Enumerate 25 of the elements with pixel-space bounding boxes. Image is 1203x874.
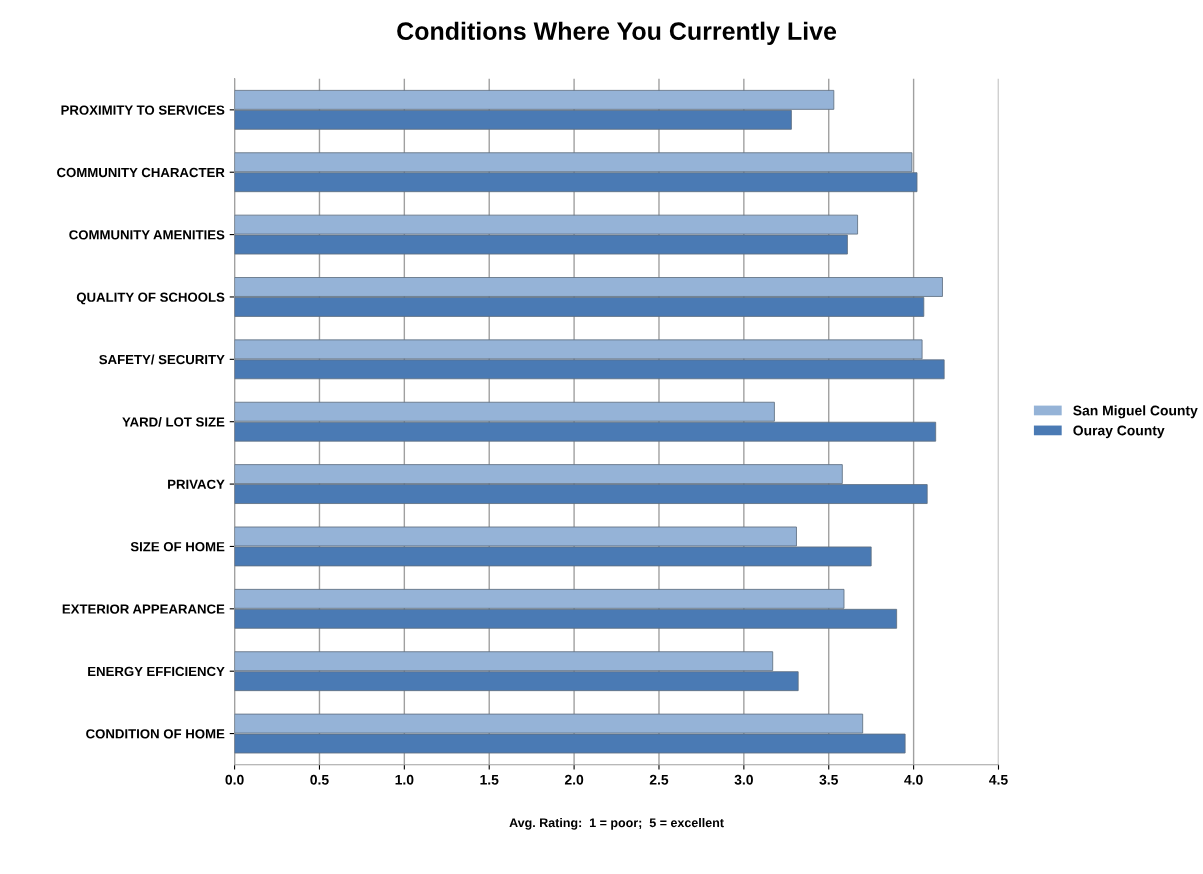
- x-tick-label: 1.0: [395, 774, 414, 785]
- y-tick-label: YARD/ LOT SIZE: [122, 416, 225, 427]
- y-tick-label: EXTERIOR APPEARANCE: [62, 604, 225, 614]
- x-tick-label: 4.0: [904, 774, 923, 785]
- x-tick-label: 2.5: [649, 774, 669, 785]
- y-tick-label: CONDITION OF HOME: [86, 729, 225, 739]
- y-tick-label: SIZE OF HOME: [130, 542, 225, 552]
- x-tick-label: 3.5: [819, 774, 838, 785]
- x-tick-label: 2.0: [564, 774, 584, 785]
- x-tick-label: 4.5: [989, 774, 1008, 785]
- y-tick-label: ENERGY EFFICIENCY: [88, 666, 225, 677]
- y-tick-label: QUALITY OF SCHOOLS: [76, 292, 225, 305]
- y-tick-label: SAFETY/ SECURITY: [99, 354, 225, 365]
- y-tick-label: PRIVACY: [168, 479, 225, 489]
- x-tick-label: 0.5: [310, 774, 329, 785]
- x-tick-label: 3.0: [734, 774, 753, 785]
- chart-title: Conditions Where You Currently Live: [397, 21, 837, 45]
- y-tick-label: COMMUNITY CHARACTER: [57, 167, 225, 178]
- x-tick-label: 0.0: [225, 774, 244, 785]
- y-tick-label: PROXIMITY TO SERVICES: [61, 105, 225, 115]
- legend-label: Ouray County: [1073, 425, 1165, 439]
- legend-label: San Miguel County: [1073, 405, 1198, 419]
- x-tick-label: 1.5: [480, 774, 499, 785]
- x-axis-title: Avg. Rating: 1 = poor; 5 = excellent: [509, 817, 724, 830]
- y-tick-label: COMMUNITY AMENITIES: [69, 230, 225, 240]
